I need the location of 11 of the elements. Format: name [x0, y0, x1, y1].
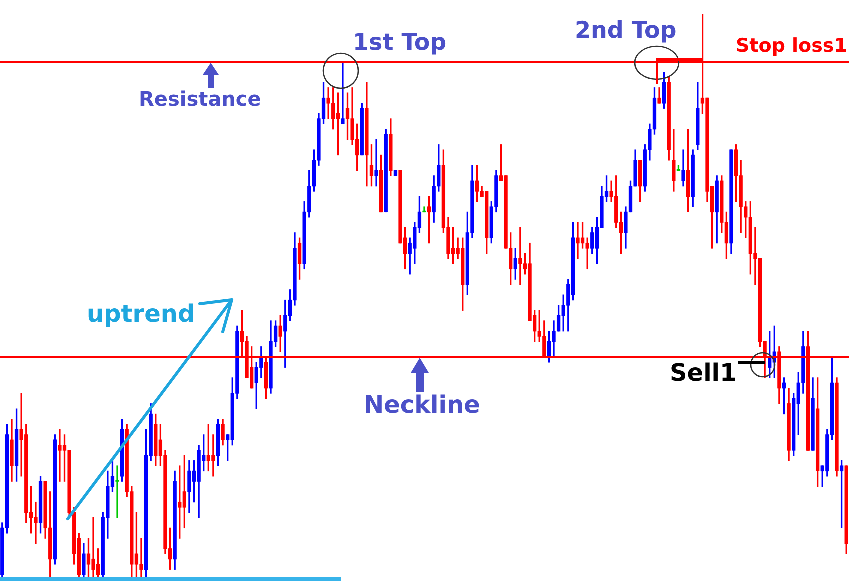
- candlestick: [116, 466, 120, 518]
- text: 1st Top: [353, 30, 447, 56]
- candlestick: [422, 206, 426, 213]
- candlestick: [374, 139, 378, 187]
- annotation: Resistance: [139, 87, 262, 111]
- annotation: Sell1: [670, 359, 737, 387]
- candlestick: [341, 62, 345, 124]
- annotation: uptrend: [87, 300, 196, 328]
- ref-line-label: Neckline: [364, 391, 480, 420]
- text: 2nd Top: [575, 18, 677, 44]
- ref-line-label: Stop loss1: [736, 35, 848, 57]
